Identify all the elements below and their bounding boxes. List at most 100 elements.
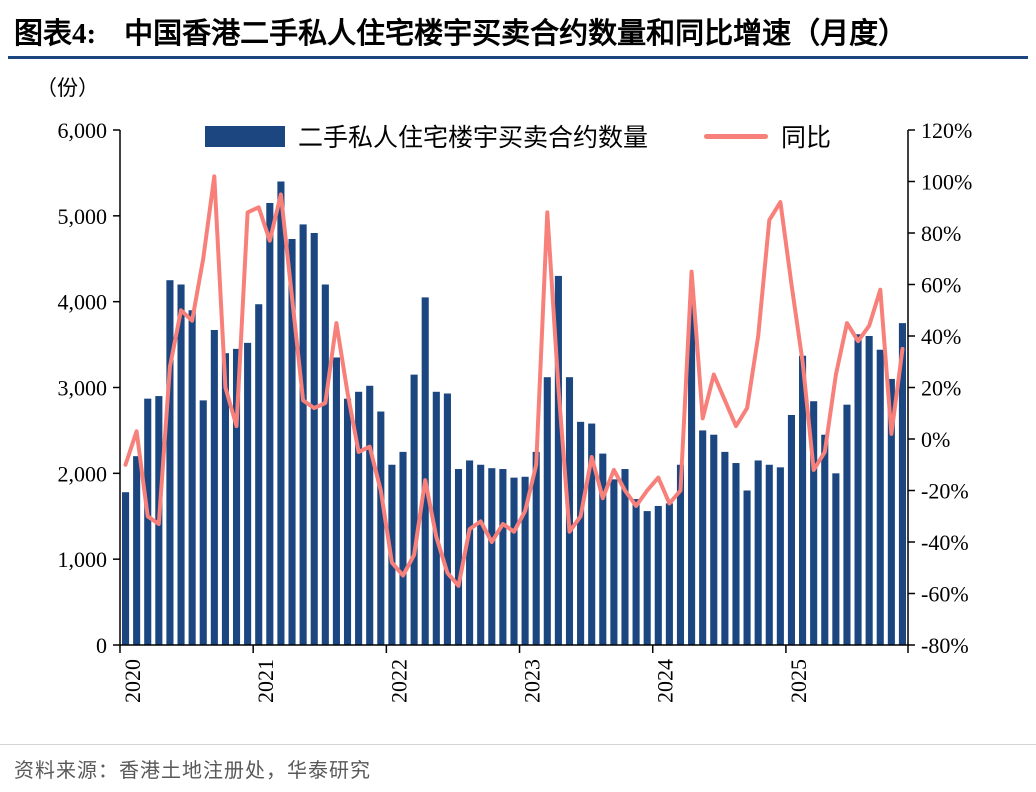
bar bbox=[621, 469, 629, 645]
year-label: 2022 bbox=[386, 659, 411, 703]
bar bbox=[366, 385, 374, 645]
source-note: 资料来源：香港土地注册处，华泰研究 bbox=[14, 760, 371, 782]
legend-line-swatch bbox=[704, 133, 768, 139]
right-tick-label: 20% bbox=[921, 376, 961, 401]
bar bbox=[554, 275, 562, 645]
bar bbox=[266, 202, 274, 645]
bar bbox=[477, 464, 485, 645]
bar bbox=[643, 511, 651, 645]
bar bbox=[810, 401, 818, 645]
year-label: 2025 bbox=[786, 659, 811, 703]
left-tick-label: 0 bbox=[96, 633, 107, 658]
bar bbox=[743, 490, 751, 645]
bar bbox=[821, 434, 829, 645]
bar bbox=[499, 469, 507, 645]
right-tick-label: -60% bbox=[921, 582, 969, 607]
left-tick-label: 1,000 bbox=[58, 547, 108, 572]
bar bbox=[310, 233, 318, 645]
bar bbox=[122, 492, 130, 645]
bar bbox=[355, 391, 363, 645]
bar bbox=[144, 398, 152, 645]
bar bbox=[632, 499, 640, 645]
bar bbox=[887, 378, 895, 645]
right-tick-label: -40% bbox=[921, 530, 969, 555]
bar bbox=[432, 391, 440, 645]
bar bbox=[210, 329, 218, 645]
bar bbox=[399, 451, 407, 646]
bar bbox=[543, 377, 551, 645]
right-tick-label: 0% bbox=[921, 427, 950, 452]
bar bbox=[166, 280, 174, 645]
bar bbox=[133, 456, 141, 645]
bar bbox=[521, 476, 529, 645]
bar bbox=[377, 411, 385, 645]
left-tick-label: 5,000 bbox=[58, 204, 108, 229]
bar bbox=[710, 434, 718, 645]
bar bbox=[776, 467, 784, 645]
footer-rule bbox=[0, 744, 1036, 745]
title-rule bbox=[8, 56, 1028, 59]
yoy-line bbox=[123, 174, 905, 588]
bar bbox=[299, 224, 307, 646]
bar bbox=[654, 505, 662, 645]
legend: 二手私人住宅楼宇买卖合约数量 同比 bbox=[0, 118, 1036, 154]
bar bbox=[843, 404, 851, 645]
right-tick-label: 80% bbox=[921, 221, 961, 246]
bar bbox=[343, 398, 352, 645]
year-label: 2024 bbox=[653, 659, 678, 703]
bar bbox=[532, 451, 540, 646]
bar bbox=[732, 463, 740, 645]
bar bbox=[588, 423, 596, 645]
bar bbox=[599, 453, 607, 645]
figure-header: 图表4: 中国香港二手私人住宅楼宇买卖合约数量和同比增速（月度） bbox=[14, 10, 1026, 52]
legend-bar-swatch bbox=[204, 125, 285, 147]
left-tick-label: 6,000 bbox=[58, 118, 108, 143]
left-axis-unit: （份） bbox=[36, 76, 99, 100]
bar bbox=[188, 310, 196, 645]
right-tick-label: -80% bbox=[921, 633, 969, 658]
bar bbox=[832, 473, 840, 645]
bar bbox=[665, 503, 673, 646]
right-tick-label: 60% bbox=[921, 273, 961, 298]
bar bbox=[510, 477, 518, 646]
bar bbox=[898, 323, 906, 646]
bar bbox=[244, 342, 252, 645]
chart-canvas: 0 1,000 2,000 3,000 4,000 5,000 6,000 -80% -60% -… bbox=[58, 118, 973, 703]
bar bbox=[421, 297, 429, 646]
bar bbox=[787, 414, 796, 645]
figure-title: 中国香港二手私人住宅楼宇买卖合约数量和同比增速（月度） bbox=[124, 18, 908, 50]
right-tick-label: 40% bbox=[921, 324, 961, 349]
left-tick-label: 3,000 bbox=[58, 376, 108, 401]
bar bbox=[410, 374, 418, 646]
bar bbox=[676, 464, 685, 645]
right-tick-label: -20% bbox=[921, 479, 969, 504]
bar bbox=[232, 348, 241, 646]
bar bbox=[688, 301, 696, 645]
bar bbox=[488, 468, 496, 645]
figure-tag: 图表4: bbox=[14, 18, 97, 50]
bar bbox=[699, 430, 707, 645]
year-label: 2021 bbox=[253, 659, 278, 703]
bar bbox=[443, 393, 451, 645]
bar bbox=[876, 349, 884, 645]
bar bbox=[199, 400, 207, 646]
bar bbox=[577, 421, 585, 645]
left-tick-label: 4,000 bbox=[58, 290, 108, 315]
left-tick-label: 2,000 bbox=[58, 461, 108, 486]
bar bbox=[221, 353, 229, 645]
legend-line-label: 同比 bbox=[781, 125, 832, 152]
year-label: 2020 bbox=[120, 659, 145, 703]
bar bbox=[721, 451, 729, 646]
bar bbox=[466, 460, 474, 645]
bar bbox=[177, 284, 185, 645]
bar bbox=[865, 336, 873, 645]
bar bbox=[754, 460, 762, 645]
bar bbox=[765, 464, 773, 645]
bar bbox=[332, 357, 340, 645]
bar bbox=[321, 284, 329, 645]
bar bbox=[854, 334, 862, 645]
bar bbox=[277, 181, 285, 645]
bar bbox=[799, 355, 807, 645]
bar bbox=[255, 304, 263, 645]
